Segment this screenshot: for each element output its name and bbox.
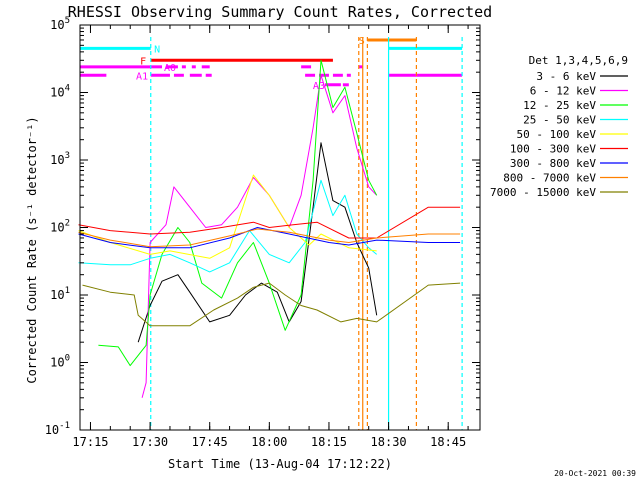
chart-title: RHESSI Observing Summary Count Rates, Co… [68,3,492,21]
y-tick-label: 103 [50,151,70,167]
x-tick-label: 17:30 [132,435,168,449]
x-tick-label: 17:15 [72,435,108,449]
y-tick-label: 100 [50,354,70,370]
series-line-5 [78,206,461,239]
legend-title: Det 1,3,4,5,6,9 [529,54,628,67]
axes: 17:15 17:30 17:45 18:00 18:15 18:30 18:45 10-1 1… [45,16,481,449]
footer-date: 20-Oct-2021 00:39 [554,469,636,478]
flag-labels: NF A0 A1 A3 S [136,36,365,92]
y-axis-label: Corrected Count Rate (s⁻¹ detector⁻¹) [25,116,39,383]
plot-frame [79,24,481,431]
y-tick-label: 105 [50,16,70,32]
x-tick-label: 18:15 [311,435,347,449]
legend-label: 7000 - 15000 keV [490,186,596,199]
legend-label: 100 - 300 keV [510,143,596,156]
y-tick-label: 102 [50,219,70,235]
series-line-3 [78,179,378,273]
y-tick-label: 101 [50,286,70,302]
legend-label: 25 - 50 keV [523,114,596,127]
legend-label: 300 - 800 keV [510,157,596,170]
series-line-0 [137,142,378,343]
series-line-1 [141,74,378,398]
flag-label: F [140,56,146,67]
legend-label: 12 - 25 keV [523,99,596,112]
x-tick-label: 18:00 [251,435,287,449]
observing-flags [80,38,463,87]
legend-label: 50 - 100 keV [517,128,597,141]
x-tick-label: 18:45 [430,435,466,449]
series-line-7 [78,228,461,248]
vertical-markers [150,37,463,430]
series-lines [78,59,461,398]
legend-label: 6 - 12 keV [530,85,597,98]
flag-label: A1 [136,71,148,82]
series-line-8 [82,282,461,327]
flag-label: A0 [164,63,176,74]
x-tick-label: 18:30 [371,435,407,449]
series-line-4 [78,174,377,259]
flag-label: N [154,44,160,55]
x-axis-label: Start Time (13-Aug-04 17:12:22) [168,457,392,471]
x-tick-label: 17:45 [192,435,228,449]
y-tick-label: 10-1 [45,421,70,437]
series-line-2 [98,59,378,367]
legend-label: 3 - 6 keV [536,70,596,83]
flag-label: A3 [313,81,325,92]
legend-label: 800 - 7000 keV [503,172,596,185]
flag-label: S [359,36,365,47]
y-tick-label: 104 [50,84,70,100]
